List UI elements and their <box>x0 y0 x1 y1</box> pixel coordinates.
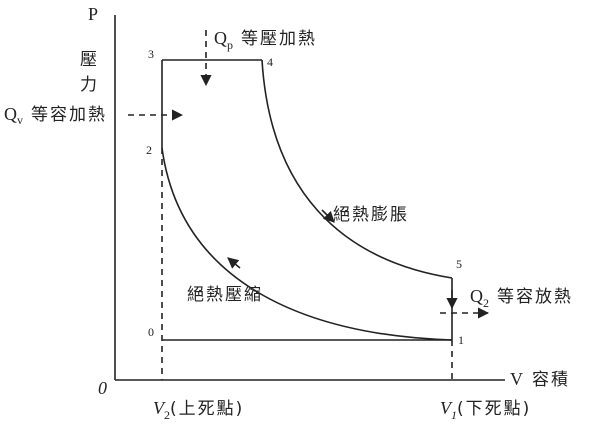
point-label: 1 <box>458 333 464 347</box>
y-label: 壓力 <box>76 50 97 100</box>
symbol: Q <box>4 104 17 124</box>
subscript: v <box>17 113 23 127</box>
label: (下死點) <box>457 399 531 419</box>
symbol: Q <box>470 286 483 306</box>
expansion-curve <box>261 59 453 279</box>
compression-curve <box>161 147 453 341</box>
y-symbol: P <box>88 4 98 24</box>
origin: 0 <box>98 378 107 398</box>
subscript: 2 <box>164 408 170 422</box>
q2-label: Q2 等容放熱 <box>470 286 573 310</box>
x-symbol: V <box>510 369 523 389</box>
subscript: 1 <box>451 408 457 422</box>
compression-arrow <box>227 257 241 269</box>
v2-label: V2(上死點) <box>153 398 244 422</box>
compression-label: 絕熱壓縮 <box>187 285 263 305</box>
point-label: 5 <box>456 257 462 271</box>
subscript: 2 <box>483 296 489 310</box>
point-label: 2 <box>146 143 152 157</box>
qv-label: Qv 等容加熱 <box>4 104 107 127</box>
symbol: V <box>440 398 453 418</box>
label: 等容放熱 <box>497 287 573 307</box>
expansion-label: 絕熱膨脹 <box>333 205 409 225</box>
expansion-arrow <box>321 209 335 223</box>
point-label: 3 <box>148 47 154 61</box>
v1-label: V1(下死點) <box>440 398 531 422</box>
label: 等壓加熱 <box>241 29 317 49</box>
symbol: V <box>153 398 166 418</box>
point-label: 4 <box>267 55 273 69</box>
qp-label: Qp 等壓加熱 <box>214 28 317 52</box>
subscript: p <box>227 38 233 52</box>
label: (上死點) <box>170 399 244 419</box>
x-label: 容積 <box>532 370 570 390</box>
symbol: Q <box>214 28 227 48</box>
point-label: 0 <box>148 325 154 339</box>
label: 等容加熱 <box>31 105 107 125</box>
